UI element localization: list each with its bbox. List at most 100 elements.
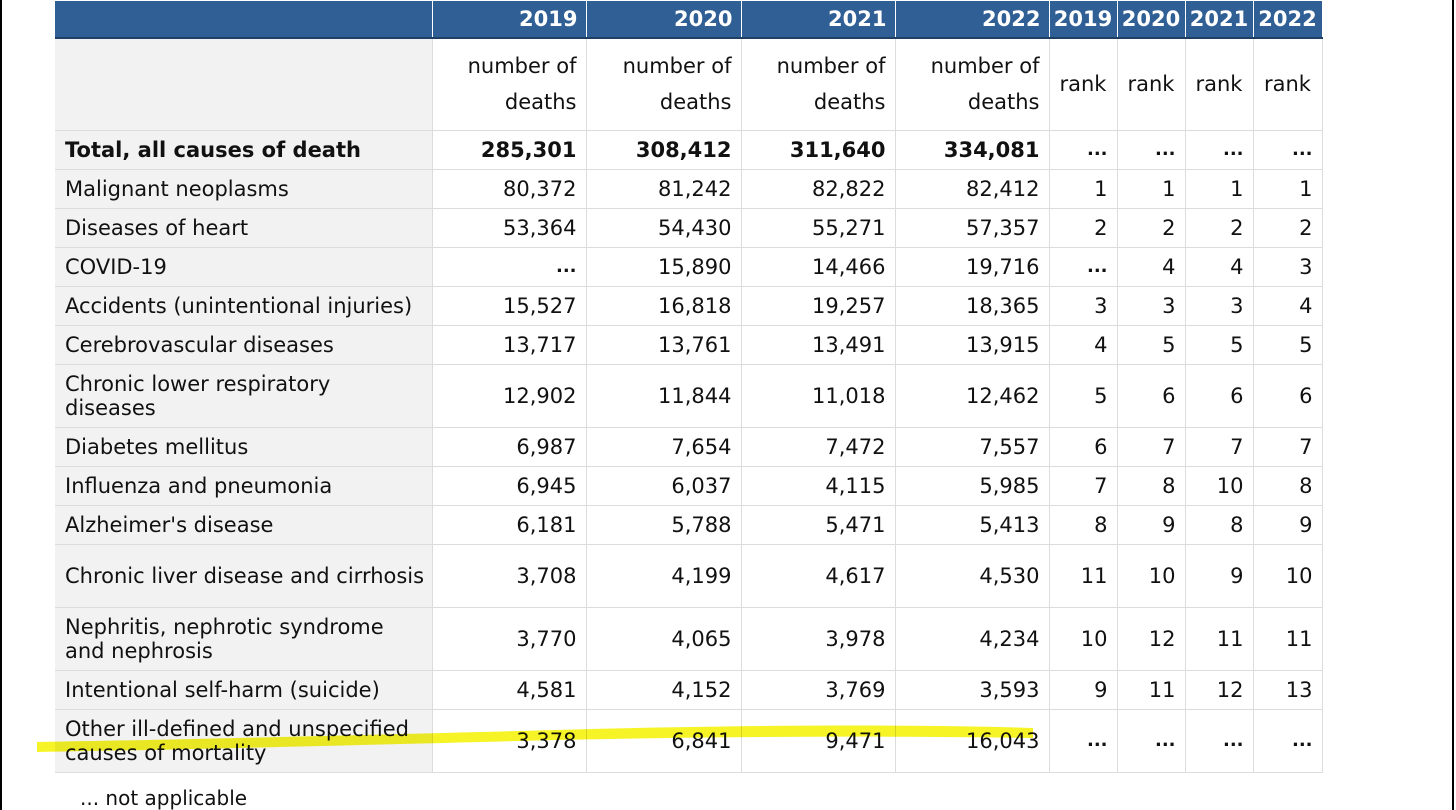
deaths-cell-2019: 3,708 [432, 544, 587, 608]
deaths-cell-2021: 5,471 [741, 505, 896, 545]
deaths-cell-2020: 15,890 [586, 247, 742, 287]
deaths-cell-2020: 81,242 [586, 169, 742, 209]
rank-cell-2019: 2 [1049, 208, 1118, 248]
deaths-cell-2020: 11,844 [586, 364, 742, 428]
rank-cell-2021: 9 [1185, 544, 1254, 608]
causes-of-death-table: 2019 2020 2021 2022 2019 2020 2021 2022 … [55, 1, 1323, 773]
rank-cell-2020: 8 [1117, 466, 1186, 506]
rank-cell-2020: 10 [1117, 544, 1186, 608]
rank-cell-2019: 1 [1049, 169, 1118, 209]
deaths-cell-2019: ... [432, 247, 587, 287]
cause-label: Nephritis, nephrotic syndrome and nephro… [55, 607, 433, 671]
deaths-cell-2019: 4,581 [432, 670, 587, 710]
rank-cell-2019: 4 [1049, 325, 1118, 365]
unit-header-deaths: number of deaths [586, 38, 742, 131]
rank-cell-2019: 5 [1049, 364, 1118, 428]
table-row: Chronic liver disease and cirrhosis 3,708… [55, 544, 1323, 608]
year-header-rank-2021: 2021 [1185, 1, 1254, 39]
rank-cell-2020: 3 [1117, 286, 1186, 326]
unit-header-deaths: number of deaths [432, 38, 587, 131]
deaths-cell-2020: 6,037 [586, 466, 742, 506]
rank-cell-2020: 9 [1117, 505, 1186, 545]
unit-header-rank: rank [1253, 38, 1323, 131]
deaths-cell-2020: 5,788 [586, 505, 742, 545]
deaths-cell-2020: 308,412 [586, 130, 742, 170]
deaths-cell-2020: 4,199 [586, 544, 742, 608]
rank-cell-2019: ... [1049, 130, 1118, 170]
rank-cell-2021: 2 [1185, 208, 1254, 248]
year-header-deaths-2022: 2022 [895, 1, 1050, 39]
rank-cell-2020: ... [1117, 130, 1186, 170]
deaths-cell-2020: 6,841 [586, 709, 742, 773]
year-header-rank-2022: 2022 [1253, 1, 1323, 39]
rank-cell-2019: 3 [1049, 286, 1118, 326]
rank-cell-2019: 6 [1049, 427, 1118, 467]
table-row: Accidents (unintentional injuries) 15,527… [55, 286, 1323, 326]
rank-cell-2022: 5 [1253, 325, 1323, 365]
cause-label: Chronic lower respiratory diseases [55, 364, 433, 428]
deaths-cell-2020: 54,430 [586, 208, 742, 248]
rank-cell-2021: 10 [1185, 466, 1254, 506]
rank-cell-2020: 7 [1117, 427, 1186, 467]
table-row: Alzheimer's disease 6,181 5,788 5,471 5,413 8… [55, 505, 1323, 545]
deaths-cell-2019: 6,987 [432, 427, 587, 467]
deaths-cell-2022: 13,915 [895, 325, 1050, 365]
unit-header-rank: rank [1117, 38, 1186, 131]
rank-cell-2019: 8 [1049, 505, 1118, 545]
rank-cell-2021: ... [1185, 130, 1254, 170]
rank-cell-2020: 4 [1117, 247, 1186, 287]
rank-cell-2021: 12 [1185, 670, 1254, 710]
unit-header-rank: rank [1049, 38, 1118, 131]
deaths-cell-2022: 5,413 [895, 505, 1050, 545]
rank-cell-2019: 11 [1049, 544, 1118, 608]
deaths-cell-2021: 4,617 [741, 544, 896, 608]
cause-label: Diabetes mellitus [55, 427, 433, 467]
deaths-cell-2021: 3,978 [741, 607, 896, 671]
deaths-cell-2021: 11,018 [741, 364, 896, 428]
year-header-rank-2020: 2020 [1117, 1, 1186, 39]
deaths-cell-2022: 57,357 [895, 208, 1050, 248]
cause-label: Other ill-defined and unspecified causes… [55, 709, 433, 773]
table-row: COVID-19... 15,890 14,466 19,716... 4 4 3 [55, 247, 1323, 287]
deaths-cell-2022: 12,462 [895, 364, 1050, 428]
table-row: Nephritis, nephrotic syndrome and nephro… [55, 607, 1323, 671]
rank-cell-2019: 9 [1049, 670, 1118, 710]
deaths-cell-2021: 4,115 [741, 466, 896, 506]
year-header-row: 2019 2020 2021 2022 2019 2020 2021 2022 [55, 1, 1323, 39]
table-row: Other ill-defined and unspecified causes… [55, 709, 1323, 773]
deaths-cell-2022: 4,234 [895, 607, 1050, 671]
unit-header-deaths: number of deaths [895, 38, 1050, 131]
table-row: Diabetes mellitus 6,987 7,654 7,472 7,557 6 7 7… [55, 427, 1323, 467]
rank-cell-2022: 10 [1253, 544, 1323, 608]
rank-cell-2020: ... [1117, 709, 1186, 773]
year-header-rank-2019: 2019 [1049, 1, 1118, 39]
deaths-cell-2021: 311,640 [741, 130, 896, 170]
cause-label: Cerebrovascular diseases [55, 325, 433, 365]
cause-label: Influenza and pneumonia [55, 466, 433, 506]
rank-cell-2022: 9 [1253, 505, 1323, 545]
rank-cell-2022: 8 [1253, 466, 1323, 506]
rank-cell-2021: 11 [1185, 607, 1254, 671]
footnote-not-applicable: ... not applicable [80, 786, 248, 810]
deaths-cell-2021: 7,472 [741, 427, 896, 467]
cause-label: Alzheimer's disease [55, 505, 433, 545]
rank-cell-2022: 4 [1253, 286, 1323, 326]
cause-label: Diseases of heart [55, 208, 433, 248]
rank-cell-2020: 6 [1117, 364, 1186, 428]
year-header-deaths-2021: 2021 [741, 1, 896, 39]
table-row: Malignant neoplasms 80,372 81,242 82,822 82,… [55, 169, 1323, 209]
deaths-cell-2021: 14,466 [741, 247, 896, 287]
deaths-cell-2020: 4,152 [586, 670, 742, 710]
deaths-cell-2019: 6,945 [432, 466, 587, 506]
rank-cell-2021: 3 [1185, 286, 1254, 326]
deaths-cell-2020: 7,654 [586, 427, 742, 467]
cause-label: Accidents (unintentional injuries) [55, 286, 433, 326]
rank-cell-2020: 11 [1117, 670, 1186, 710]
rank-cell-2020: 5 [1117, 325, 1186, 365]
table-row: Chronic lower respiratory diseases 12,902… [55, 364, 1323, 428]
cause-label: Intentional self-harm (suicide) [55, 670, 433, 710]
left-frame-border [0, 0, 2, 810]
deaths-cell-2022: 3,593 [895, 670, 1050, 710]
deaths-cell-2022: 4,530 [895, 544, 1050, 608]
rank-cell-2022: ... [1253, 709, 1323, 773]
